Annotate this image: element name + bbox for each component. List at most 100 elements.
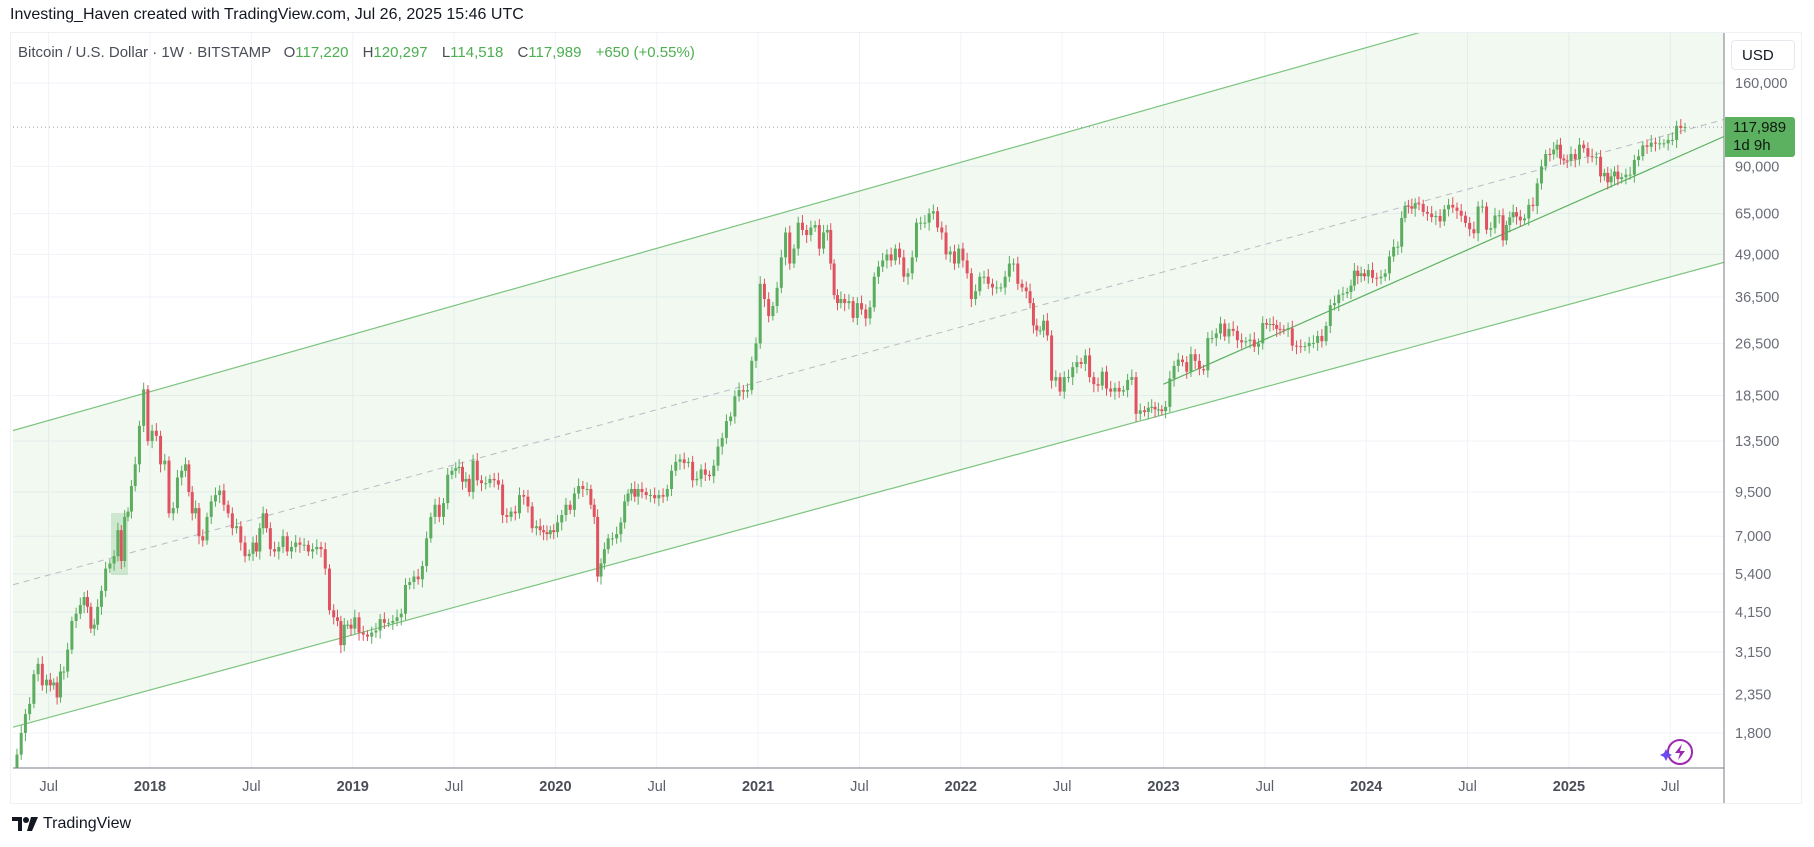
candle-body	[724, 421, 728, 438]
candle-body	[1670, 139, 1674, 141]
candle-body	[1463, 215, 1467, 223]
candle-body	[619, 522, 623, 535]
candle-body	[906, 273, 910, 277]
candle-body	[243, 542, 247, 557]
candle-body	[1480, 206, 1484, 208]
candle-body	[1565, 160, 1569, 162]
candle-body	[552, 530, 556, 533]
candle-body	[832, 263, 836, 296]
candle-body	[15, 754, 19, 768]
candle-body	[556, 522, 560, 533]
bar-countdown: 1d 9h	[1733, 137, 1771, 154]
candle-body	[703, 469, 707, 475]
candle-body	[1548, 154, 1552, 156]
high-value: 120,297	[373, 44, 428, 61]
candle-body	[1637, 156, 1641, 161]
candle-body	[1092, 377, 1096, 385]
candle-body	[577, 486, 581, 494]
candle-body	[1130, 377, 1134, 380]
candle-body	[695, 478, 699, 481]
candle-body	[1497, 215, 1501, 217]
candle-body	[893, 248, 897, 261]
candle-body	[62, 671, 66, 673]
candle-body	[378, 619, 382, 631]
symbol-title[interactable]: Bitcoin / U.S. Dollar · 1W · BITSTAMP	[18, 44, 272, 61]
candle-body	[1193, 354, 1197, 361]
time-tick-label: 2019	[337, 779, 369, 795]
candle-body	[733, 396, 737, 417]
price-tick-label: 1,800	[1735, 726, 1771, 742]
candle-body	[615, 534, 619, 539]
candle-body	[898, 248, 902, 258]
candle-body	[247, 553, 251, 557]
candle-body	[1117, 387, 1121, 392]
chart-panel[interactable]	[10, 32, 1802, 804]
candle-body	[361, 632, 365, 635]
candle-body	[197, 508, 201, 537]
candle-body	[1176, 359, 1180, 366]
candle-body	[851, 301, 855, 318]
currency-button[interactable]: USD	[1731, 40, 1795, 70]
candle-body	[1493, 215, 1497, 229]
axes: 160,000 90,000 65,000 49,000 36,500 26,500 18,…	[13, 33, 1787, 803]
candle-body	[433, 504, 437, 517]
candle-body	[302, 544, 306, 546]
candle-body	[1683, 127, 1687, 129]
candle-body	[599, 563, 603, 577]
candle-body	[346, 624, 350, 626]
candle-body	[194, 508, 198, 514]
candle-body	[52, 682, 56, 686]
candle-body	[1501, 215, 1505, 241]
price-tick-label: 3,150	[1735, 645, 1771, 661]
candle-body	[1275, 324, 1279, 329]
candle-body	[762, 283, 766, 300]
candle-body	[108, 563, 112, 569]
candle-body	[446, 474, 450, 504]
candle-body	[1231, 328, 1235, 331]
candle-body	[159, 435, 163, 465]
candle-body	[104, 568, 108, 591]
candle-body	[800, 222, 804, 230]
candle-body	[382, 619, 386, 623]
candle-body	[1666, 139, 1670, 144]
candle-body	[876, 266, 880, 277]
candle-body	[560, 515, 564, 523]
candle-body	[509, 511, 513, 517]
open-label: O	[283, 44, 296, 61]
candle-body	[467, 478, 471, 493]
lightning-glyph	[1675, 744, 1685, 760]
candle-body	[1356, 270, 1360, 277]
tradingview-logo[interactable]: TradingView	[12, 815, 131, 833]
candle-body	[82, 597, 86, 606]
close-value: 117,989	[528, 44, 582, 61]
candle-body	[1066, 377, 1070, 379]
candle-body	[1113, 387, 1117, 392]
time-tick-label: Jul	[445, 779, 464, 795]
price-tick-label: 160,000	[1735, 76, 1787, 92]
candle-body	[923, 222, 927, 224]
candle-body	[1240, 340, 1244, 343]
candle-body	[839, 299, 843, 304]
candle-body	[387, 622, 391, 624]
candle-body	[1410, 206, 1414, 209]
low-value: 114,518	[450, 44, 504, 61]
candle-body	[758, 283, 762, 344]
candle-body	[530, 506, 534, 529]
candle-body	[644, 492, 648, 496]
candle-body	[1206, 338, 1210, 371]
candle-body	[1261, 323, 1265, 344]
candle-body	[342, 624, 346, 646]
candle-body	[116, 530, 120, 557]
candle-body	[92, 624, 96, 629]
lightning-sparkle-icon[interactable]	[1660, 739, 1693, 765]
candle-body	[370, 632, 374, 637]
candle-body	[1083, 355, 1087, 364]
candle-body	[99, 590, 103, 607]
candle-body	[1038, 330, 1042, 332]
candle-body	[441, 503, 445, 517]
candle-body	[86, 597, 90, 607]
candle-body	[209, 501, 213, 517]
time-tick-label: 2025	[1553, 779, 1585, 795]
candle-body	[792, 248, 796, 264]
